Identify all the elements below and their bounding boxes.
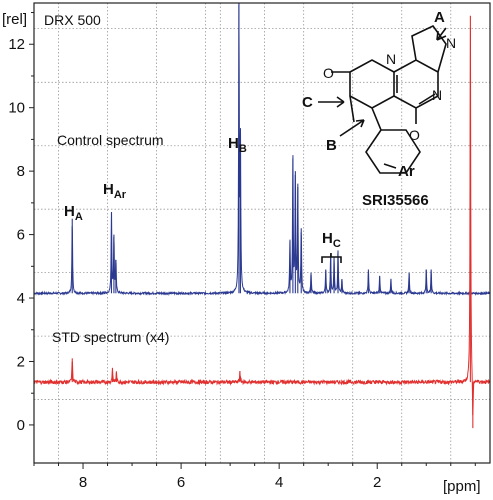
peak-label-hc-sub: C [333,238,341,250]
molecule-bonds [331,24,447,174]
instrument-label: DRX 500 [44,12,101,28]
y-tick-label: 12 [8,36,25,53]
peak-label-ha-sub: A [75,211,83,223]
y-tick-label: 8 [17,163,25,180]
y-tick-label: 4 [17,290,25,307]
series-line-0 [33,4,491,297]
mol-atom-o2: O [409,127,420,143]
x-tick-label: 4 [275,474,283,491]
y-tick-label: 0 [17,417,25,434]
y-tick-label: 10 [8,100,25,117]
peak-label-har-sub: Ar [114,189,127,201]
peak-label-hc: HC [322,230,341,250]
peak-label-hb-sub: B [239,143,247,155]
molecule-structure: O N N O N A C B Ar SRI35566 [302,9,456,209]
hc-bracket [321,253,342,263]
mol-atom-o1: O [323,65,334,81]
std-spectrum-label: STD spectrum (x4) [52,329,169,345]
x-axis-label: [ppm] [443,478,481,495]
control-spectrum-label: Control spectrum [57,132,164,148]
series-line-1 [33,27,491,416]
peak-label-ha-main: H [64,203,75,220]
x-tick-label: 6 [177,474,185,491]
axis-ticks: 8 6 4 2 0 2 4 6 8 10 12 [8,12,476,491]
x-tick-label: 8 [79,474,87,491]
y-tick-label: 6 [17,227,25,244]
y-axis-label: [rel] [2,11,27,28]
peak-label-hb-main: H [228,135,239,152]
peak-label-ha: HA [64,203,83,223]
x-tick-label: 2 [373,474,381,491]
y-tick-label: 2 [17,353,25,370]
grid-lines [34,3,490,463]
peak-label-har: HAr [103,181,127,201]
mol-atom-n2: N [432,87,442,103]
arrow-ar [383,163,397,169]
arrow-b [339,119,365,137]
site-label-b: B [326,137,337,154]
peak-label-hc-main: H [322,230,333,247]
plot-frame [33,2,491,464]
site-label-a: A [434,9,445,26]
mol-atom-n1: N [386,51,396,67]
arrow-c [318,96,345,108]
compound-name: SRI35566 [362,192,429,209]
spectrum-traces [33,3,491,429]
arrow-a [436,27,447,41]
peak-label-har-main: H [103,181,114,198]
peak-label-hb: HB [228,135,247,155]
site-label-c: C [302,94,313,111]
substituent-ar-label: Ar [398,163,415,180]
mol-atom-n3: N [446,35,456,51]
